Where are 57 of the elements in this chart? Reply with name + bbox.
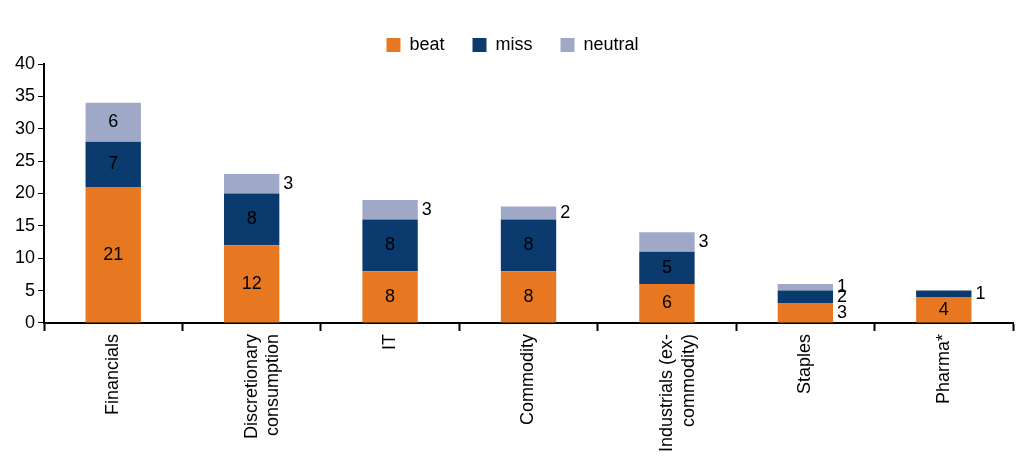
- bar: [362, 219, 418, 272]
- x-tick-label: Pharma*: [932, 333, 953, 404]
- bar: [916, 297, 972, 323]
- data-label: 2: [560, 201, 571, 222]
- x-tick-label: Financials: [102, 333, 123, 416]
- y-tick-label: 30: [14, 117, 36, 138]
- data-label: 8: [385, 285, 396, 306]
- bar: [777, 303, 834, 323]
- bar: [85, 187, 141, 323]
- bar: [362, 271, 418, 323]
- y-tick-label: 10: [14, 247, 36, 268]
- x-tick-label: Industrials (ex-commodity): [655, 333, 698, 453]
- bar: [85, 141, 141, 188]
- y-tick-label: 40: [14, 52, 36, 73]
- data-label: 5: [661, 256, 672, 277]
- legend-label: beat: [409, 33, 445, 54]
- legend-label: neutral: [583, 33, 639, 54]
- data-label: 8: [246, 208, 257, 229]
- y-tick-label: 5: [25, 279, 36, 300]
- data-label: 3: [421, 198, 432, 219]
- data-label: 1: [975, 282, 986, 303]
- y-tick-label: 20: [14, 182, 36, 203]
- bar: [223, 245, 280, 323]
- data-label: 3: [837, 301, 848, 322]
- bar: [916, 290, 972, 298]
- bar: [500, 271, 557, 323]
- y-tick-label: 25: [14, 150, 36, 171]
- bar: [500, 219, 557, 272]
- data-label: 6: [108, 111, 119, 132]
- y-tick-label: 15: [14, 214, 36, 235]
- data-label: 7: [108, 153, 119, 174]
- bar: [362, 199, 418, 220]
- x-tick-label: Discretionary consumption: [240, 333, 283, 439]
- bar: [639, 232, 695, 252]
- legend-label: miss: [495, 33, 533, 54]
- data-label: 3: [283, 172, 294, 193]
- y-tick-label: 35: [14, 85, 36, 106]
- bar: [639, 251, 695, 285]
- data-label: 6: [661, 292, 672, 313]
- data-label: 12: [241, 272, 262, 293]
- data-label: 3: [698, 231, 709, 252]
- x-tick-label: Staples: [794, 333, 815, 395]
- y-tick-label: 0: [25, 311, 36, 332]
- bar: [639, 284, 695, 323]
- bar: [223, 193, 280, 246]
- bar: [777, 284, 834, 291]
- data-label: 8: [523, 285, 534, 306]
- bar: [223, 174, 280, 194]
- x-tick-label: Commodity: [517, 333, 538, 425]
- bar: [500, 206, 557, 220]
- data-label: 8: [385, 234, 396, 255]
- bar: [777, 290, 834, 304]
- data-label: 21: [103, 243, 124, 264]
- data-label: 8: [523, 234, 534, 255]
- bar: [85, 102, 141, 142]
- x-tick-label: IT: [379, 333, 400, 350]
- data-label: 4: [938, 298, 949, 319]
